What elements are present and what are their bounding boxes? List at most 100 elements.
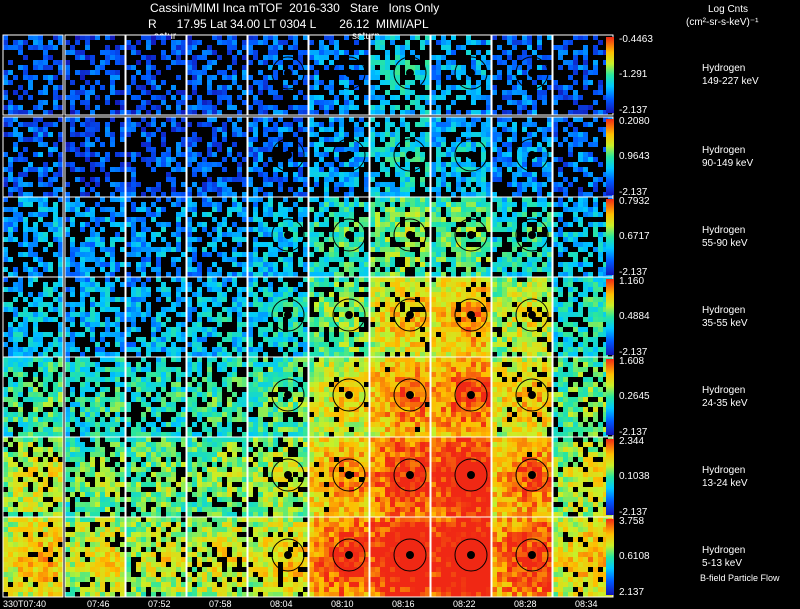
heatmap-cell — [568, 95, 573, 100]
heatmap-cell — [512, 237, 517, 242]
heatmap-cell — [273, 55, 278, 60]
heatmap-cell — [263, 317, 268, 322]
heatmap-cell — [273, 312, 278, 317]
heatmap-cell — [23, 297, 28, 302]
planet-marker — [528, 311, 536, 319]
heatmap-cell — [192, 227, 197, 232]
heatmap-cell — [207, 122, 212, 127]
heatmap-cell — [344, 292, 349, 297]
heatmap-cell — [141, 55, 146, 60]
heatmap-cell — [303, 162, 308, 167]
heatmap-cell — [583, 332, 588, 337]
heatmap-cell — [578, 50, 583, 55]
heatmap-cell — [253, 292, 258, 297]
heatmap-cell — [542, 317, 547, 322]
heatmap-cell — [502, 110, 507, 115]
heatmap-cell — [33, 65, 38, 70]
heatmap-cell — [115, 90, 120, 95]
heatmap-cell — [303, 242, 308, 247]
heatmap-cell — [492, 317, 497, 322]
heatmap-cell — [507, 302, 512, 307]
heatmap-panel — [187, 277, 247, 357]
heatmap-cell — [298, 75, 303, 80]
heatmap-cell — [410, 147, 415, 152]
heatmap-cell — [451, 142, 456, 147]
heatmap-cell — [80, 187, 85, 192]
heatmap-cell — [248, 90, 253, 95]
heatmap-cell — [390, 287, 395, 292]
heatmap-cell — [415, 197, 420, 202]
heatmap-cell — [283, 110, 288, 115]
heatmap-cell — [461, 197, 466, 202]
heatmap-cell — [319, 272, 324, 277]
heatmap-cell — [43, 282, 48, 287]
heatmap-cell — [171, 347, 176, 352]
heatmap-cell — [466, 167, 471, 172]
heatmap-cell — [18, 182, 23, 187]
heatmap-cell — [13, 182, 18, 187]
heatmap-cell — [100, 377, 105, 382]
heatmap-cell — [232, 332, 237, 337]
heatmap-cell — [497, 172, 502, 177]
heatmap-cell — [126, 192, 131, 197]
heatmap-cell — [558, 252, 563, 257]
heatmap-cell — [242, 197, 247, 202]
heatmap-cell — [466, 347, 471, 352]
heatmap-cell — [527, 302, 532, 307]
heatmap-cell — [385, 322, 390, 327]
heatmap-cell — [436, 212, 441, 217]
heatmap-cell — [18, 357, 23, 362]
heatmap-cell — [65, 60, 70, 65]
heatmap-cell — [58, 262, 63, 267]
heatmap-cell — [486, 217, 491, 222]
heatmap-cell — [542, 217, 547, 222]
heatmap-cell — [232, 55, 237, 60]
heatmap-cell — [303, 342, 308, 347]
heatmap-cell — [568, 312, 573, 317]
heatmap-cell — [507, 277, 512, 282]
heatmap-cell — [420, 247, 425, 252]
heatmap-cell — [471, 197, 476, 202]
heatmap-cell — [451, 352, 456, 357]
heatmap-cell — [70, 100, 75, 105]
heatmap-cell — [436, 352, 441, 357]
heatmap-cell — [542, 347, 547, 352]
heatmap-cell — [364, 222, 369, 227]
heatmap-cell — [451, 282, 456, 287]
heatmap-cell — [58, 247, 63, 252]
heatmap-cell — [507, 127, 512, 132]
heatmap-cell — [425, 307, 430, 312]
heatmap-cell — [481, 110, 486, 115]
heatmap-cell — [507, 110, 512, 115]
heatmap-cell — [43, 292, 48, 297]
heatmap-cell — [187, 342, 192, 347]
heatmap-cell — [176, 105, 181, 110]
heatmap-cell — [522, 227, 527, 232]
heatmap-cell — [8, 232, 13, 237]
heatmap-cell — [126, 307, 131, 312]
heatmap-cell — [202, 297, 207, 302]
heatmap-cell — [593, 292, 598, 297]
heatmap-cell — [136, 337, 141, 342]
heatmap-cell — [349, 257, 354, 262]
heatmap-cell — [319, 342, 324, 347]
heatmap-cell — [436, 85, 441, 90]
heatmap-cell — [395, 95, 400, 100]
heatmap-cell — [58, 377, 63, 382]
heatmap-cell — [354, 152, 359, 157]
heatmap-cell — [303, 147, 308, 152]
heatmap-cell — [420, 232, 425, 237]
heatmap-cell — [405, 172, 410, 177]
heatmap-cell — [176, 297, 181, 302]
heatmap-cell — [217, 267, 222, 272]
heatmap-cell — [410, 202, 415, 207]
heatmap-cell — [375, 60, 380, 65]
heatmap-cell — [522, 272, 527, 277]
heatmap-cell — [283, 222, 288, 227]
heatmap-cell — [100, 322, 105, 327]
heatmap-cell — [507, 347, 512, 352]
heatmap-cell — [80, 192, 85, 197]
heatmap-cell — [237, 287, 242, 292]
heatmap-cell — [324, 217, 329, 222]
heatmap-cell — [151, 267, 156, 272]
